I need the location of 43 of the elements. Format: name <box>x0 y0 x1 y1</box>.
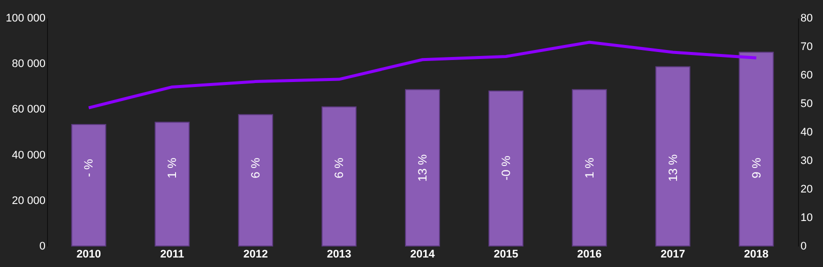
bar <box>572 89 607 246</box>
annotation: 1 % <box>165 157 180 178</box>
y2-tick-label: 40 <box>800 126 813 138</box>
y2-tick-label: 60 <box>800 70 813 82</box>
x-tick-label: 2010 <box>76 248 101 260</box>
x-tick-label: 2011 <box>160 248 184 260</box>
bar <box>738 52 774 246</box>
x-tick-label: 2014 <box>410 248 436 260</box>
y-tick-label: 100 000 <box>6 12 46 24</box>
annotation: 9 % <box>749 157 764 178</box>
y-tick-label: 20 000 <box>12 194 46 207</box>
x-tick-label: 2018 <box>744 248 769 260</box>
annotation: -0 % <box>498 155 513 180</box>
annotation: 6 % <box>332 157 346 178</box>
annotation: - % <box>82 158 96 177</box>
annotation: 13 % <box>666 154 680 182</box>
y-tick-label: 80 000 <box>12 58 46 70</box>
annotation: 13 % <box>416 154 430 182</box>
y2-tick-label: 70 <box>800 41 813 53</box>
line-series <box>87 40 758 110</box>
x-tick-label: 2012 <box>243 248 268 260</box>
bar <box>154 122 190 246</box>
bar <box>238 114 274 246</box>
bar <box>488 90 524 246</box>
bar <box>71 124 106 246</box>
y-tick-label: 40 000 <box>12 149 46 162</box>
y2-tick-label: 50 <box>800 98 813 110</box>
y-tick-label: 60 000 <box>12 104 46 116</box>
x-tick-label: 2015 <box>494 248 518 260</box>
y-tick-label: 0 <box>39 240 46 252</box>
y2-tick-label: 30 <box>800 155 813 167</box>
x-tick-label: 2017 <box>660 248 686 260</box>
y2-tick-label: 80 <box>800 12 813 24</box>
annotation: 1 % <box>582 157 596 178</box>
x-tick-label: 2013 <box>326 248 352 260</box>
annotation: 6 % <box>248 157 263 178</box>
x-tick-label: 2016 <box>577 248 602 260</box>
bar <box>655 66 690 246</box>
y2-tick-label: 20 <box>800 184 813 196</box>
y2-tick-label: 0 <box>800 240 807 252</box>
bar <box>405 89 440 246</box>
bar <box>322 106 357 246</box>
y2-tick-label: 10 <box>800 212 813 224</box>
